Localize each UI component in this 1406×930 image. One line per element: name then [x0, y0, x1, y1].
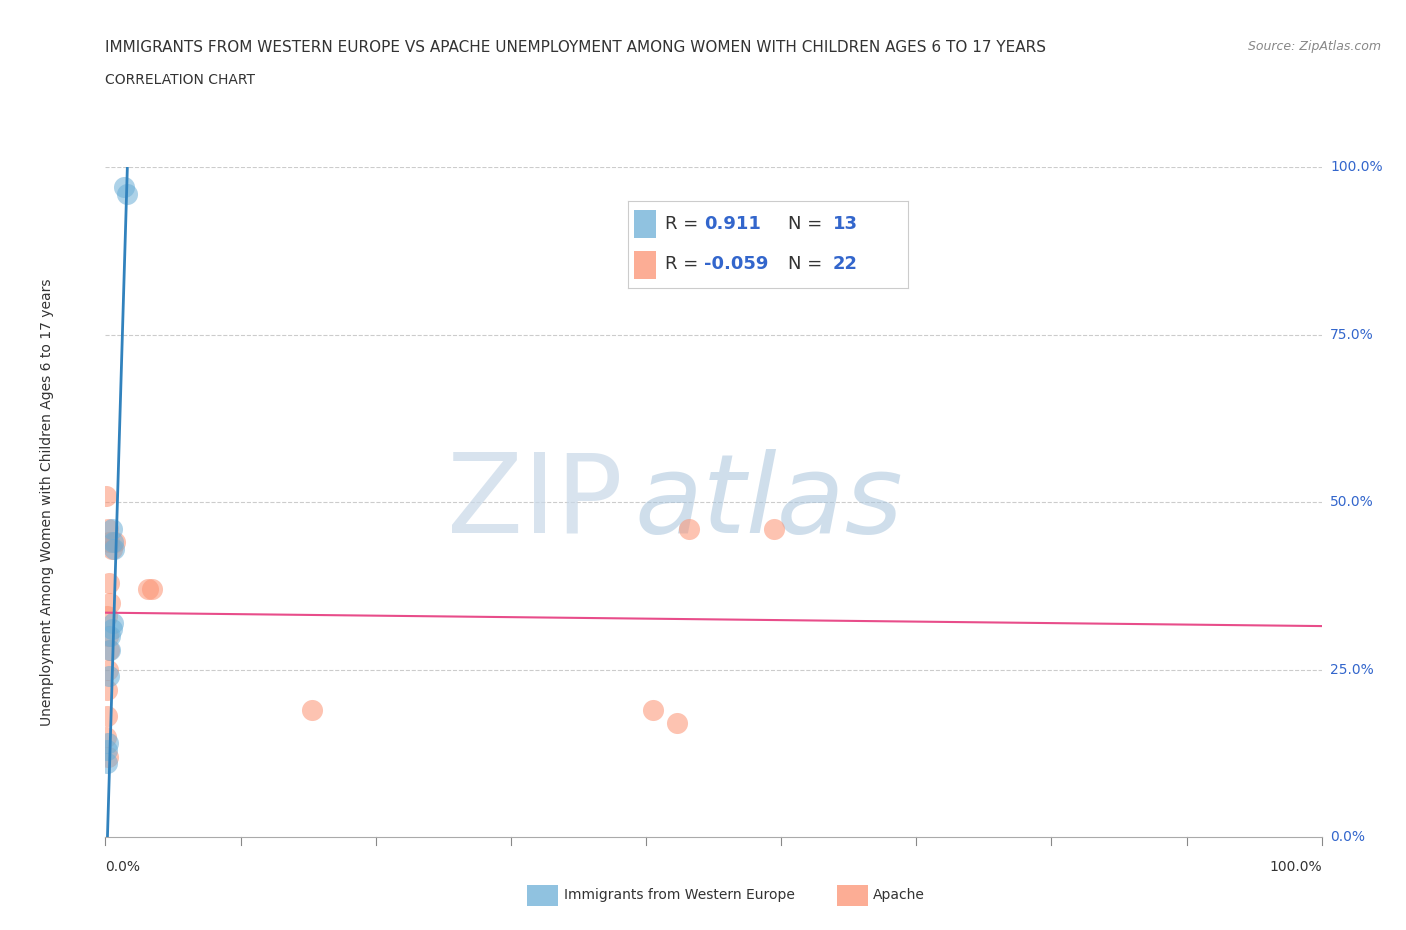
Text: CORRELATION CHART: CORRELATION CHART: [105, 73, 256, 86]
Point: [98, 669, 121, 684]
Point: [112, 180, 135, 195]
Point: [98, 595, 121, 610]
Point: [96, 683, 118, 698]
Text: 0.911: 0.911: [704, 216, 761, 233]
Text: R =: R =: [665, 256, 704, 273]
Point: [96, 488, 118, 503]
Text: Unemployment Among Women with Children Ages 6 to 17 years: Unemployment Among Women with Children A…: [41, 278, 53, 726]
Point: [100, 622, 122, 637]
Point: [97, 629, 120, 644]
Point: [98, 629, 121, 644]
Bar: [634, 210, 657, 238]
Text: R =: R =: [665, 216, 704, 233]
Text: Immigrants from Western Europe: Immigrants from Western Europe: [564, 887, 794, 902]
Text: 100.0%: 100.0%: [1330, 160, 1382, 175]
Point: [97, 642, 120, 657]
Point: [641, 702, 664, 717]
Text: atlas: atlas: [634, 448, 903, 556]
Point: [763, 522, 786, 537]
Text: 100.0%: 100.0%: [1270, 860, 1322, 874]
Text: 25.0%: 25.0%: [1330, 662, 1374, 677]
Point: [97, 736, 120, 751]
Point: [103, 541, 125, 556]
Point: [104, 535, 127, 550]
Point: [96, 729, 118, 744]
Point: [101, 535, 124, 550]
Text: 75.0%: 75.0%: [1330, 327, 1374, 342]
Point: [666, 716, 689, 731]
Point: [98, 642, 121, 657]
Point: [100, 522, 122, 537]
Point: [678, 522, 700, 537]
Text: IMMIGRANTS FROM WESTERN EUROPE VS APACHE UNEMPLOYMENT AMONG WOMEN WITH CHILDREN : IMMIGRANTS FROM WESTERN EUROPE VS APACHE…: [105, 40, 1046, 55]
Point: [97, 662, 120, 677]
Text: 0.0%: 0.0%: [1330, 830, 1365, 844]
Text: 13: 13: [832, 216, 858, 233]
Text: Apache: Apache: [873, 887, 925, 902]
Text: Source: ZipAtlas.com: Source: ZipAtlas.com: [1247, 40, 1381, 53]
Point: [97, 750, 120, 764]
Point: [98, 535, 121, 550]
Text: 0.0%: 0.0%: [105, 860, 141, 874]
Point: [96, 756, 118, 771]
Point: [96, 742, 118, 757]
Text: 22: 22: [832, 256, 858, 273]
Point: [96, 608, 118, 623]
Point: [96, 709, 118, 724]
Point: [98, 575, 121, 590]
Bar: [634, 251, 657, 279]
Point: [101, 616, 124, 631]
Text: 50.0%: 50.0%: [1330, 495, 1374, 510]
Point: [117, 187, 139, 202]
Text: -0.059: -0.059: [704, 256, 768, 273]
Text: ZIP: ZIP: [447, 448, 623, 556]
Point: [97, 522, 120, 537]
Point: [100, 541, 122, 556]
Text: N =: N =: [787, 216, 828, 233]
Point: [136, 582, 159, 597]
Point: [301, 702, 323, 717]
Text: N =: N =: [787, 256, 828, 273]
Point: [141, 582, 163, 597]
